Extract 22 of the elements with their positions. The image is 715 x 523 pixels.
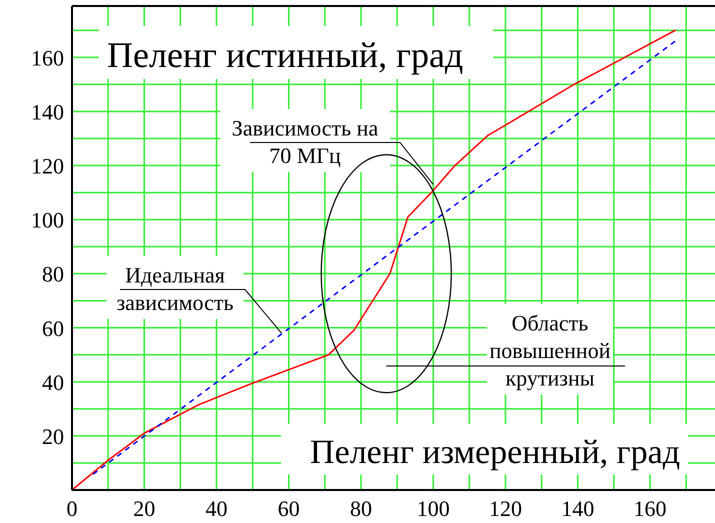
y-tick-label: 100 — [31, 208, 64, 233]
annotation: Область повышенной крутизны — [490, 310, 611, 391]
y-tick-label: 140 — [31, 99, 64, 124]
x-tick-label: 20 — [133, 496, 156, 521]
x-tick-label: 40 — [205, 496, 228, 521]
annotation: Зависимость на 70 МГц — [232, 116, 378, 168]
y-tick-label: 120 — [31, 154, 64, 179]
annotation: Идеальная зависимость — [116, 262, 234, 316]
x-tick-label: 0 — [66, 496, 78, 521]
x-tick-label: 160 — [633, 496, 666, 521]
x-axis-title: Пеленг измеренный, град — [310, 434, 680, 471]
y-axis-title: Пеленг истинный, град — [107, 34, 464, 75]
y-tick-label: 80 — [42, 262, 64, 287]
x-tick-label: 100 — [416, 496, 450, 521]
y-tick-label: 20 — [42, 424, 64, 449]
y-tick-label: 160 — [31, 45, 64, 70]
y-tick-label: 40 — [42, 370, 64, 395]
x-tick-label: 80 — [350, 496, 372, 521]
x-tick-label: 60 — [278, 496, 300, 521]
y-tick-label: 60 — [42, 316, 64, 341]
x-tick-label: 140 — [561, 496, 594, 521]
x-tick-label: 120 — [488, 496, 522, 521]
